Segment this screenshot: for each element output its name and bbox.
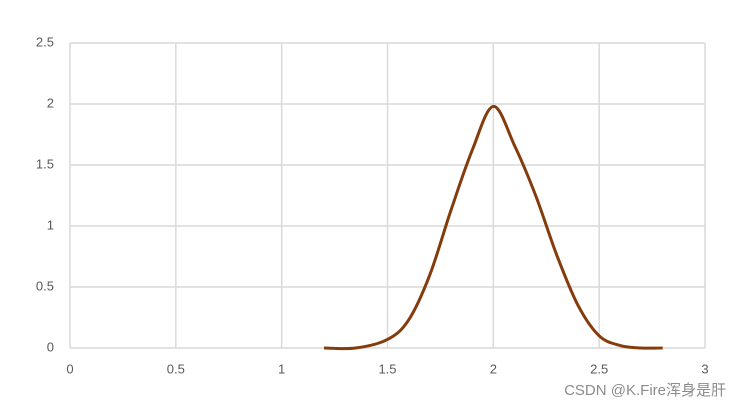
y-tick-label: 2 [47,95,54,110]
x-tick-label: 0 [66,361,73,376]
y-tick-label: 2.5 [36,34,54,49]
x-tick-label: 1.5 [378,361,396,376]
x-tick-label: 2.5 [590,361,608,376]
y-tick-label: 0.5 [36,278,54,293]
y-tick-label: 1.5 [36,156,54,171]
x-tick-label: 3 [701,361,708,376]
x-tick-label: 0.5 [167,361,185,376]
x-tick-label: 2 [490,361,497,376]
y-tick-label: 1 [47,217,54,232]
line-series [323,104,663,351]
x-tick-label: 1 [278,361,285,376]
y-tick-label: 0 [47,339,54,354]
watermark: CSDN @K.Fire浑身是肝 [564,382,726,399]
